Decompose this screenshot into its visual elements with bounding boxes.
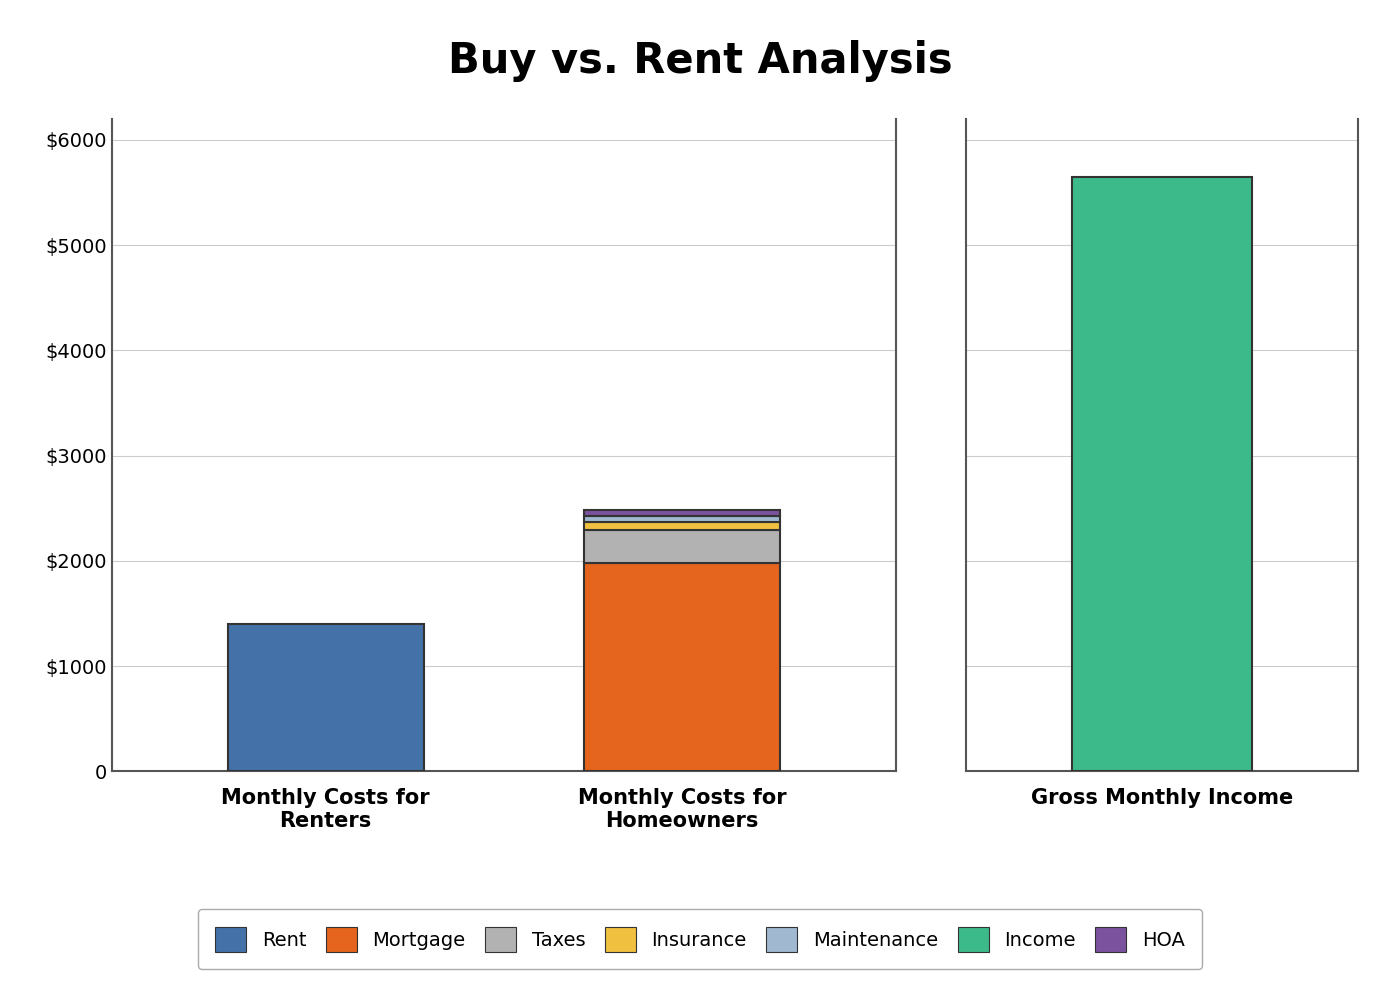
Bar bbox=[228, 624, 424, 771]
Bar bbox=[584, 516, 780, 522]
Text: Buy vs. Rent Analysis: Buy vs. Rent Analysis bbox=[448, 40, 952, 81]
Bar bbox=[584, 522, 780, 530]
Bar bbox=[584, 509, 780, 516]
Legend: Rent, Mortgage, Taxes, Insurance, Maintenance, Income, HOA: Rent, Mortgage, Taxes, Insurance, Mainte… bbox=[197, 910, 1203, 969]
Bar bbox=[584, 563, 780, 771]
Bar bbox=[584, 530, 780, 563]
Bar bbox=[1072, 177, 1252, 771]
